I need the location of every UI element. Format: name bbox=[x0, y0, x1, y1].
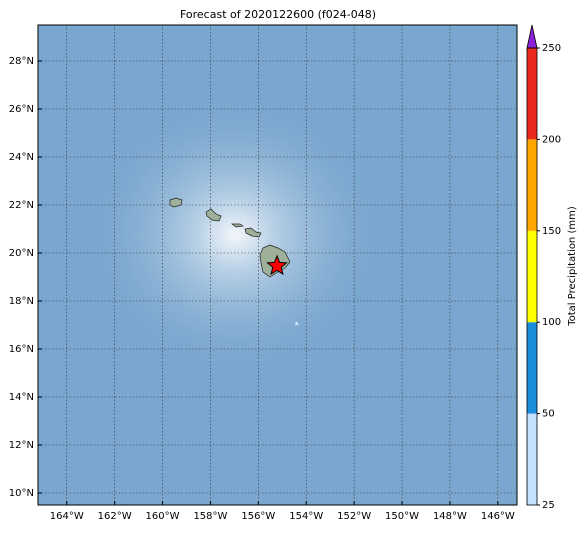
colorbar-segment bbox=[527, 322, 537, 414]
small-feature bbox=[295, 321, 299, 325]
x-tick-label: 150°W bbox=[385, 511, 419, 522]
x-tick-label: 152°W bbox=[337, 511, 371, 522]
colorbar-tick-label: 25 bbox=[542, 500, 555, 511]
colorbar-segment bbox=[527, 413, 537, 505]
x-tick-label: 154°W bbox=[289, 511, 323, 522]
y-tick-label: 22°N bbox=[9, 200, 34, 211]
map-frame bbox=[37, 24, 518, 506]
y-tick-label: 10°N bbox=[9, 488, 34, 499]
x-tick-label: 160°W bbox=[146, 511, 180, 522]
maui bbox=[244, 227, 262, 238]
colorbar-tick-label: 100 bbox=[542, 317, 561, 328]
y-tick-label: 20°N bbox=[9, 248, 34, 259]
colorbar-extend bbox=[526, 24, 538, 49]
colorbar-segment bbox=[527, 139, 537, 231]
y-tick-label: 16°N bbox=[9, 344, 34, 355]
x-tick-label: 158°W bbox=[193, 511, 227, 522]
grid bbox=[38, 25, 517, 505]
star-marker bbox=[266, 254, 288, 276]
y-tick-label: 24°N bbox=[9, 152, 34, 163]
x-tick-label: 162°W bbox=[98, 511, 132, 522]
x-tick-label: 156°W bbox=[241, 511, 275, 522]
kauai bbox=[169, 197, 183, 208]
colorbar-frame bbox=[526, 47, 538, 506]
map bbox=[37, 24, 518, 506]
colorbar-tick-label: 200 bbox=[542, 134, 561, 145]
colorbar: 25 50 100 150 200 250 bbox=[526, 24, 561, 511]
colorbar-tick-label: 50 bbox=[542, 409, 555, 420]
colorbar-segment bbox=[527, 230, 537, 323]
colorbar-tick-label: 250 bbox=[542, 43, 561, 54]
x-tick-label: 164°W bbox=[50, 511, 84, 522]
y-tick-label: 18°N bbox=[9, 296, 34, 307]
title: Forecast of 2020122600 (f024-048) bbox=[180, 8, 376, 21]
shallow-glow bbox=[85, 95, 385, 375]
y-tick-label: 26°N bbox=[9, 104, 34, 115]
colorbar-tick-label: 150 bbox=[542, 226, 561, 237]
y-tick-label: 12°N bbox=[9, 440, 34, 451]
x-tick-label: 148°W bbox=[433, 511, 467, 522]
y-tick-label: 28°N bbox=[9, 56, 34, 67]
molokai bbox=[230, 223, 244, 228]
oahu bbox=[205, 208, 222, 222]
colorbar-label: Total Precipitation (mm) bbox=[567, 206, 578, 327]
x-tick-label: 146°W bbox=[481, 511, 515, 522]
colorbar-segment bbox=[527, 48, 537, 140]
y-tick-label: 14°N bbox=[9, 392, 34, 403]
